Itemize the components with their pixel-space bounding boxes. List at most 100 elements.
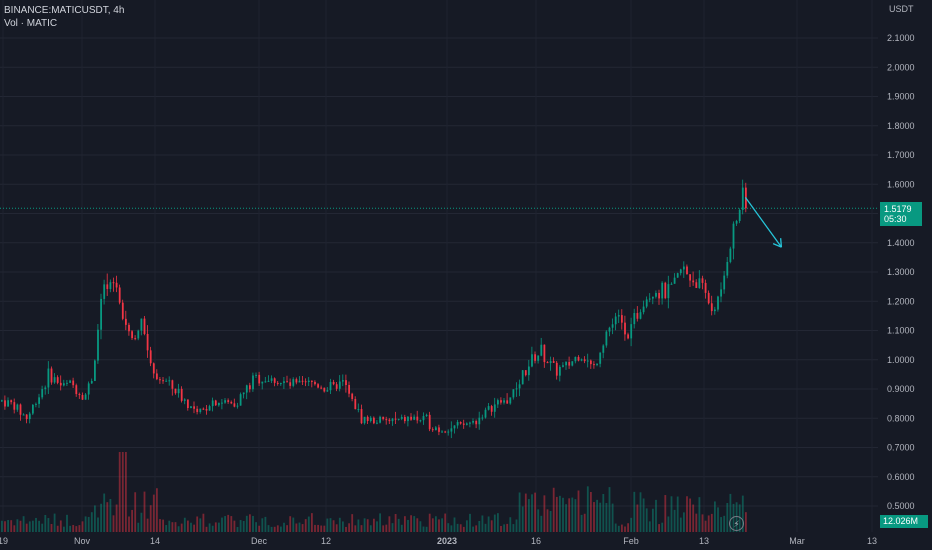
volume-bar: [59, 520, 62, 532]
volume-bar: [707, 515, 710, 532]
volume-bar: [543, 495, 546, 532]
candle-down: [332, 381, 335, 385]
volume-bar: [490, 520, 493, 532]
candle-up: [478, 417, 481, 425]
candle-up: [484, 409, 487, 418]
volume-bar: [224, 516, 226, 532]
volume-bar: [180, 523, 183, 532]
volume-bar: [475, 525, 478, 532]
candle-down: [193, 406, 195, 409]
volume-bar: [187, 520, 189, 532]
candle-down: [704, 282, 707, 293]
volume-bar: [655, 499, 657, 532]
candle-up: [652, 296, 654, 299]
volume-bar: [307, 516, 310, 532]
volume-bar: [503, 524, 505, 532]
candle-up: [267, 380, 270, 382]
candle-down: [475, 420, 478, 425]
candle-down: [121, 302, 124, 319]
price-tick-label: 1.9000: [887, 92, 915, 102]
time-tick-label: Dec: [251, 536, 268, 546]
volume-bar: [165, 525, 168, 532]
candle-up: [298, 380, 301, 383]
volume-bar: [497, 513, 499, 532]
volume-bar: [227, 514, 230, 532]
candle-down: [118, 287, 121, 303]
candle-down: [75, 385, 78, 395]
candle-up: [391, 418, 394, 422]
candle-down: [627, 334, 629, 339]
volume-bar: [676, 496, 679, 532]
volume-bar: [289, 516, 292, 532]
time-tick-label: 13: [867, 536, 877, 546]
candle-up: [261, 381, 264, 384]
volume-bar: [472, 526, 474, 532]
lightning-icon[interactable]: ⚡: [729, 516, 744, 531]
volume-bar: [376, 521, 378, 532]
candle-down: [146, 333, 149, 351]
candle-down: [366, 416, 369, 422]
candle-up: [466, 423, 468, 425]
candle-down: [624, 322, 626, 335]
candle-up: [518, 384, 521, 389]
candle-up: [633, 313, 636, 325]
candle-down: [171, 380, 174, 389]
candle-up: [537, 355, 540, 361]
volume-bar: [441, 518, 443, 532]
candle-up: [53, 377, 56, 383]
volume-bar: [642, 498, 645, 532]
volume-bar: [103, 493, 106, 532]
candle-down: [4, 400, 6, 407]
last-price-value: 1.5179: [884, 204, 912, 214]
volume-bar: [183, 517, 186, 532]
candle-up: [1, 400, 3, 402]
volume-bar: [701, 514, 704, 532]
candle-up: [549, 361, 552, 364]
candle-down: [134, 338, 137, 340]
volume-indicator-label[interactable]: Vol · MATIC: [4, 18, 58, 29]
price-tick-label: 0.6000: [887, 472, 915, 482]
volume-bar: [193, 524, 195, 532]
volume-bar: [75, 526, 78, 532]
candle-up: [47, 368, 50, 388]
candle-up: [165, 380, 168, 382]
candle-down: [233, 403, 236, 407]
volume-bar: [689, 498, 691, 532]
price-scale[interactable]: USDT 2.1000 2.0000 1.9000 1.8000 1.7000 1.6000…: [878, 0, 932, 550]
candle-up: [512, 389, 515, 398]
candle-down: [156, 373, 158, 380]
candle-down: [351, 393, 354, 400]
volume-bar: [453, 517, 456, 532]
arrow-shaft: [744, 197, 782, 248]
candle-down: [289, 382, 292, 386]
chart-legend: BINANCE:MATICUSDT, 4h Vol · MATIC: [4, 4, 124, 30]
symbol-title[interactable]: BINANCE:MATICUSDT, 4h: [4, 5, 125, 16]
volume-bar: [382, 525, 385, 532]
volume-bar: [301, 524, 304, 532]
volume-bar: [574, 499, 577, 532]
candle-up: [292, 379, 295, 386]
volume-bar: [487, 516, 490, 532]
volume-bar: [630, 517, 633, 532]
volume-bar: [729, 493, 732, 532]
volume-bar: [500, 525, 502, 532]
volume-bar: [537, 509, 540, 532]
candle-down: [335, 384, 338, 389]
volume-bar: [338, 517, 341, 532]
volume-bar: [397, 518, 400, 532]
candle-up: [357, 409, 360, 411]
volume-bar: [605, 503, 608, 532]
volume-bar: [177, 526, 180, 532]
candle-down: [506, 400, 509, 404]
candle-up: [515, 388, 518, 390]
projection-arrow[interactable]: [744, 197, 783, 248]
time-scale[interactable]: 19 Nov 14 Dec 12 2023 16 Feb 13 Mar 13: [0, 536, 877, 546]
volume-bar: [25, 523, 28, 532]
volume-bar: [456, 523, 459, 532]
candle-down: [438, 427, 440, 432]
volume-bar: [72, 524, 75, 532]
volume-bar: [462, 526, 465, 532]
candle-up: [307, 380, 310, 383]
candle-up: [667, 284, 670, 299]
